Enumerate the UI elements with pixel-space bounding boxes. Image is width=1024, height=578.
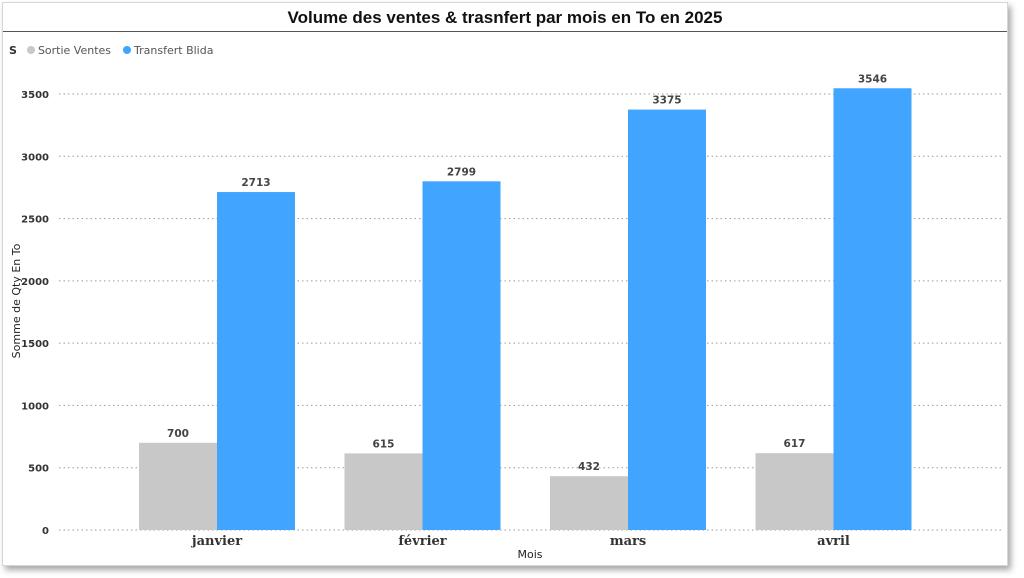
y-tick-label: 1500: [21, 339, 49, 350]
title-divider: [3, 31, 1007, 32]
legend: S Sortie Ventes Transfert Blida: [9, 41, 219, 59]
legend-item-sortie-ventes[interactable]: Sortie Ventes: [26, 43, 112, 57]
chart-title: Volume des ventes & trasnfert par mois e…: [287, 8, 723, 27]
y-tick-label: 1000: [21, 401, 49, 412]
legend-title: S: [9, 43, 17, 57]
bar-sortie-ventes: [550, 476, 628, 530]
bar-chart: 0 500 1000 1500 2000 2500 3000 3500 700 2713 janvi…: [10, 73, 1001, 561]
bar-sortie-ventes: [344, 453, 423, 530]
data-label-sortie-ventes: 617: [784, 438, 806, 450]
chart-card: Volume des ventes & trasnfert par mois e…: [2, 2, 1008, 566]
y-tick-label: 3500: [21, 90, 49, 101]
data-label-transfert-blida: 3546: [858, 73, 887, 85]
data-label-transfert-blida: 3375: [652, 95, 681, 107]
x-tick-label: janvier: [191, 534, 242, 549]
x-tick-label: mars: [610, 534, 646, 549]
bar-transfert-blida: [628, 109, 706, 531]
data-label-transfert-blida: 2799: [447, 166, 476, 178]
legend-label-sortie-ventes: Sortie Ventes: [37, 43, 112, 57]
x-axis-title: Mois: [517, 548, 542, 561]
bar-transfert-blida: [422, 181, 501, 530]
bar-sortie-ventes: [755, 453, 834, 530]
data-label-sortie-ventes: 615: [373, 438, 395, 450]
y-axis-title: Somme de Qty En To: [10, 243, 23, 358]
data-label-transfert-blida: 2713: [241, 177, 270, 189]
data-label-sortie-ventes: 700: [167, 428, 189, 440]
data-label-sortie-ventes: 432: [578, 461, 600, 473]
x-tick-label: avril: [817, 534, 850, 549]
x-tick-label: février: [398, 534, 446, 549]
bar-transfert-blida: [833, 88, 912, 530]
legend-item-transfert-blida[interactable]: Transfert Blida: [123, 44, 213, 57]
bar-sortie-ventes: [139, 442, 217, 530]
legend-marker-transfert-blida: [123, 46, 132, 54]
y-tick-label: 2000: [21, 277, 49, 288]
legend-label-transfert-blida: Transfert Blida: [134, 43, 214, 57]
bar-transfert-blida: [217, 192, 295, 530]
y-tick-label: 0: [42, 526, 49, 537]
y-tick-label: 3000: [21, 152, 49, 163]
y-tick-label: 2500: [21, 215, 49, 226]
legend-marker-sortie-ventes: [26, 46, 35, 54]
y-tick-label: 500: [28, 464, 49, 475]
